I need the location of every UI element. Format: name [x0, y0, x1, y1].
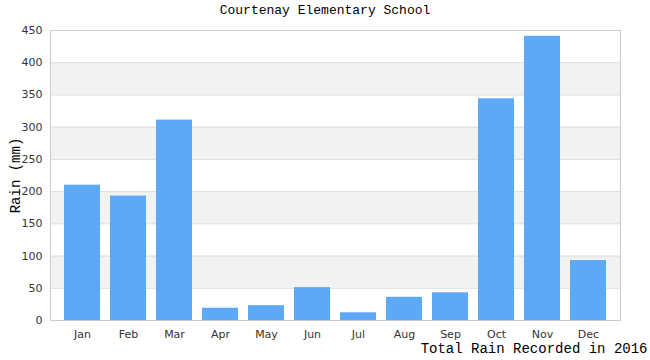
svg-text:Nov: Nov — [532, 328, 554, 341]
svg-text:Apr: Apr — [211, 328, 231, 341]
svg-text:Dec: Dec — [578, 328, 599, 341]
svg-text:Jun: Jun — [303, 328, 321, 341]
svg-text:450: 450 — [22, 24, 43, 37]
svg-text:400: 400 — [22, 56, 43, 69]
svg-text:Jan: Jan — [73, 328, 91, 341]
svg-text:Rain (mm): Rain (mm) — [8, 138, 24, 214]
svg-text:Aug: Aug — [394, 328, 415, 341]
svg-text:250: 250 — [22, 153, 43, 166]
svg-text:100: 100 — [22, 250, 43, 263]
svg-text:Mar: Mar — [164, 328, 185, 341]
svg-text:Oct: Oct — [487, 328, 507, 341]
svg-text:350: 350 — [22, 88, 43, 101]
svg-text:Sep: Sep — [440, 328, 461, 341]
svg-text:50: 50 — [29, 282, 43, 295]
svg-text:May: May — [255, 328, 278, 341]
svg-text:Total Rain Recorded in 2016: Total Rain Recorded in 2016 — [421, 341, 648, 357]
svg-text:Feb: Feb — [119, 328, 138, 341]
svg-text:150: 150 — [22, 217, 43, 230]
svg-text:200: 200 — [22, 185, 43, 198]
svg-text:300: 300 — [22, 121, 43, 134]
html-text:Courtenay Elementary School: Courtenay Elementary School — [219, 3, 431, 18]
svg-text:Jul: Jul — [351, 328, 365, 341]
svg-text:0: 0 — [36, 314, 43, 327]
